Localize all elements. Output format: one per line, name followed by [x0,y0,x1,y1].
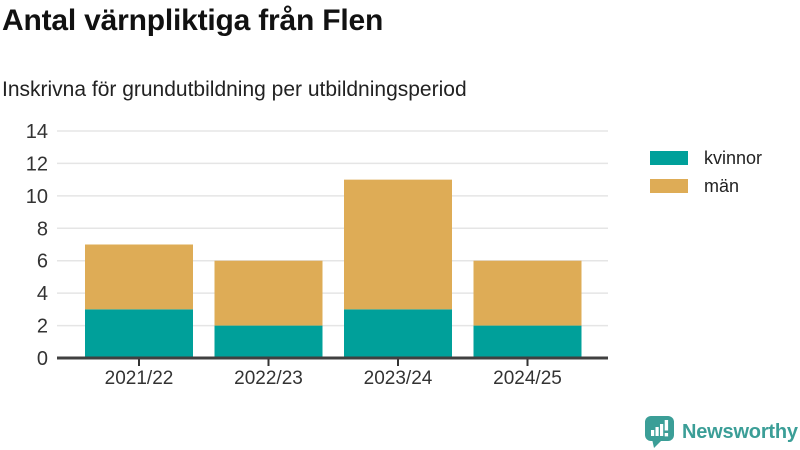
y-axis-label-12: 12 [26,153,48,175]
newsworthy-logo-icon [645,416,674,448]
legend-label-man: män [704,176,740,196]
legend-label-kvinnor: kvinnor [704,148,763,168]
y-axis-label-2: 2 [37,316,48,338]
chart-subtitle: Inskrivna för grundutbildning per utbild… [2,78,467,101]
x-axis-label-2021/22: 2021/22 [105,368,174,389]
x-axis-label-2023/24: 2023/24 [364,368,433,389]
x-axis-label-2024/25: 2024/25 [493,368,562,389]
y-axis-label-0: 0 [37,348,48,370]
chart-title: Antal värnpliktiga från Flen [2,4,384,37]
y-axis-label-10: 10 [26,186,48,208]
y-axis-label-4: 4 [37,283,48,305]
legend-swatch-kvinnor [650,151,688,165]
legend-item-man: män [650,176,762,196]
bar-segment-män-2023/24 [344,179,452,310]
bar-segment-män-2024/25 [473,260,582,326]
brand-footer: Newsworthy [644,415,798,449]
bar-segment-kvinnor-2021/22 [85,309,193,358]
bar-segment-män-2021/22 [85,244,193,310]
y-axis-label-14: 14 [26,121,48,143]
brand-name: Newsworthy [682,420,798,443]
bar-segment-kvinnor-2024/25 [473,325,582,358]
legend: kvinnor män [650,148,763,196]
legend-swatch-man [650,179,688,193]
legend-item-kvinnor: kvinnor [650,148,763,168]
bar-segment-kvinnor-2022/23 [214,325,323,358]
bar-segment-män-2022/23 [214,260,323,326]
bar-segment-kvinnor-2023/24 [344,309,452,358]
y-axis-label-6: 6 [37,251,48,273]
x-axis-label-2022/23: 2022/23 [234,368,303,389]
y-axis-label-8: 8 [37,218,48,240]
